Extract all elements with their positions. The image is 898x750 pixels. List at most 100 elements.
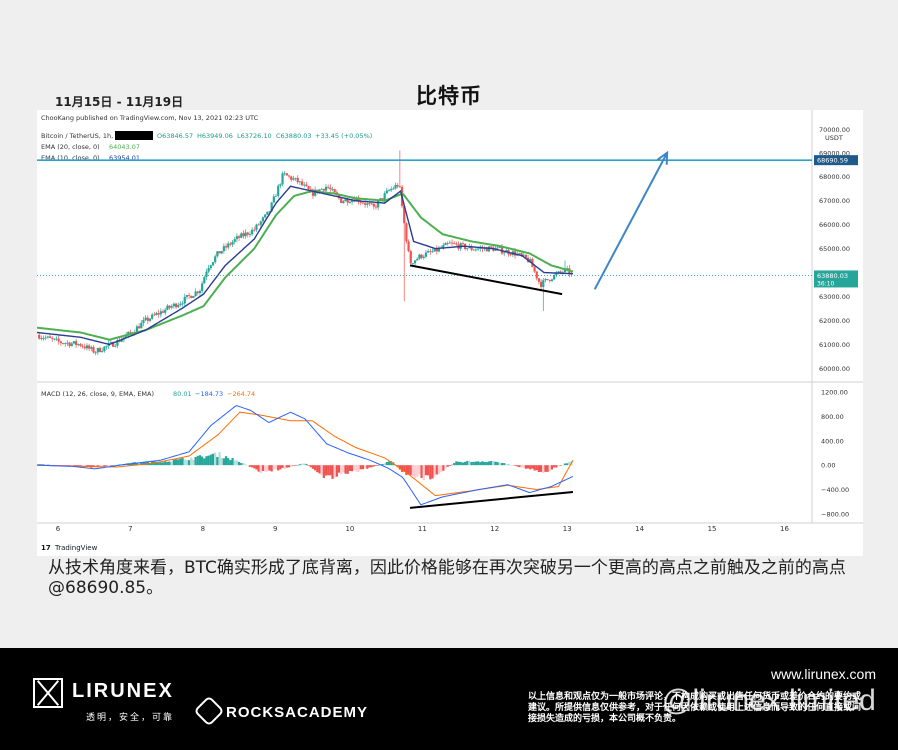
macd-histogram-bar	[300, 463, 304, 466]
price-tick-label: 63000.00	[819, 293, 850, 301]
macd-histogram-bar	[318, 465, 321, 474]
macd-histogram-bar	[281, 465, 284, 468]
macd-histogram-bar	[357, 465, 360, 472]
macd-histogram-bar	[83, 465, 86, 467]
macd-histogram-bar	[237, 461, 241, 466]
candle-body	[72, 341, 76, 344]
macd-histogram-bar	[314, 465, 317, 471]
macd-histogram-bar	[553, 465, 556, 468]
candle-body	[372, 203, 375, 207]
candle-body	[83, 346, 86, 349]
candle-body	[116, 340, 119, 346]
macd-histogram-bar	[542, 465, 545, 474]
candle-body	[88, 345, 91, 349]
macd-histogram-bar	[400, 465, 404, 472]
candle-body	[350, 199, 354, 203]
macd-histogram-bar	[188, 460, 191, 466]
price-tick-label: 65000.00	[819, 245, 850, 253]
macd-histogram-bar	[327, 465, 330, 476]
candle-body	[179, 303, 182, 305]
macd-histogram-bar	[337, 465, 341, 473]
candle-body	[240, 233, 243, 238]
candle-body	[329, 187, 332, 190]
macd-histogram-bar	[468, 460, 471, 466]
macd-histogram-bar	[522, 465, 525, 468]
candle-body	[70, 343, 73, 347]
macd-histogram-bar	[279, 465, 282, 470]
macd-histogram-bar	[444, 465, 447, 469]
candle-body	[129, 331, 132, 333]
macd-histogram-bar	[503, 463, 506, 466]
candle-body	[283, 173, 286, 175]
candle-body	[366, 203, 369, 205]
candle-body	[114, 345, 117, 347]
macd-histogram-bar	[455, 461, 458, 466]
macd-histogram-bar	[68, 465, 71, 466]
site-url-link[interactable]: www.lirunex.com	[770, 666, 876, 682]
candle-body	[61, 343, 65, 344]
macd-histogram-bar	[563, 463, 567, 466]
candle-body	[359, 201, 362, 203]
macd-histogram-bar	[559, 465, 562, 466]
macd-histogram-bar	[298, 464, 302, 466]
macd-histogram-bar	[485, 461, 488, 466]
macd-histogram-bar	[196, 455, 199, 466]
macd-histogram-bar	[194, 456, 197, 466]
macd-histogram-bar	[98, 465, 102, 467]
candle-body	[309, 189, 312, 190]
candle-body	[342, 201, 345, 204]
macd-histogram-bar	[424, 465, 428, 476]
macd-histogram-bar	[144, 461, 147, 466]
macd-histogram-bar	[427, 465, 430, 476]
macd-histogram-bar	[433, 465, 436, 477]
candle-body	[168, 305, 171, 308]
candle-body	[383, 193, 386, 200]
candle-body	[424, 252, 428, 257]
macd-histogram-bar	[459, 461, 462, 466]
candle-body	[177, 304, 180, 308]
candle-body	[277, 185, 280, 196]
candle-body	[546, 279, 549, 280]
macd-tick-label: −800.00	[821, 510, 849, 518]
macd-histogram-bar	[233, 460, 236, 466]
macd-histogram-bar	[366, 465, 369, 469]
macd-histogram-bar	[466, 460, 469, 466]
candle-body	[307, 186, 310, 190]
candle-body	[442, 245, 445, 248]
candle-body	[266, 211, 269, 215]
macd-histogram-bar	[518, 465, 521, 468]
macd-histogram-bar	[390, 461, 393, 466]
candle-body	[314, 189, 317, 196]
candle-body	[142, 319, 145, 323]
candle-body	[377, 200, 380, 208]
macd-histogram-bar	[40, 464, 43, 466]
macd-histogram-bar	[546, 465, 549, 472]
macd-histogram-bar	[66, 465, 69, 466]
time-tick-label: 15	[708, 525, 717, 533]
candle-body	[518, 253, 521, 254]
price-tick-label: 69000.00	[819, 149, 850, 157]
macd-histogram-bar	[72, 465, 76, 467]
macd-histogram-bar	[422, 465, 425, 481]
candle-body	[298, 181, 302, 183]
macd-tick-label: 800.00	[821, 413, 844, 421]
candle-body	[66, 342, 69, 344]
candle-body	[53, 338, 56, 340]
candle-body	[418, 254, 421, 259]
candle-body	[348, 202, 351, 203]
candle-body	[235, 236, 239, 240]
macd-histogram-bar	[307, 465, 310, 466]
macd-histogram-bar	[146, 461, 149, 466]
candle-body	[222, 246, 225, 252]
candle-body	[220, 251, 223, 254]
macd-histogram-bar	[490, 461, 493, 466]
ema20-value: 64043.07	[109, 143, 140, 151]
candle-body	[231, 241, 234, 245]
symbol-label: Bitcoin / TetherUS, 1h,	[41, 132, 113, 140]
macd-histogram-bar	[353, 465, 356, 471]
candle-body	[140, 322, 143, 329]
price-tick-label: 66000.00	[819, 221, 850, 229]
price-axis-top-label: 70000.00	[819, 126, 850, 134]
macd-histogram-bar	[172, 459, 175, 466]
ema10-value: 63954.01	[109, 154, 140, 162]
